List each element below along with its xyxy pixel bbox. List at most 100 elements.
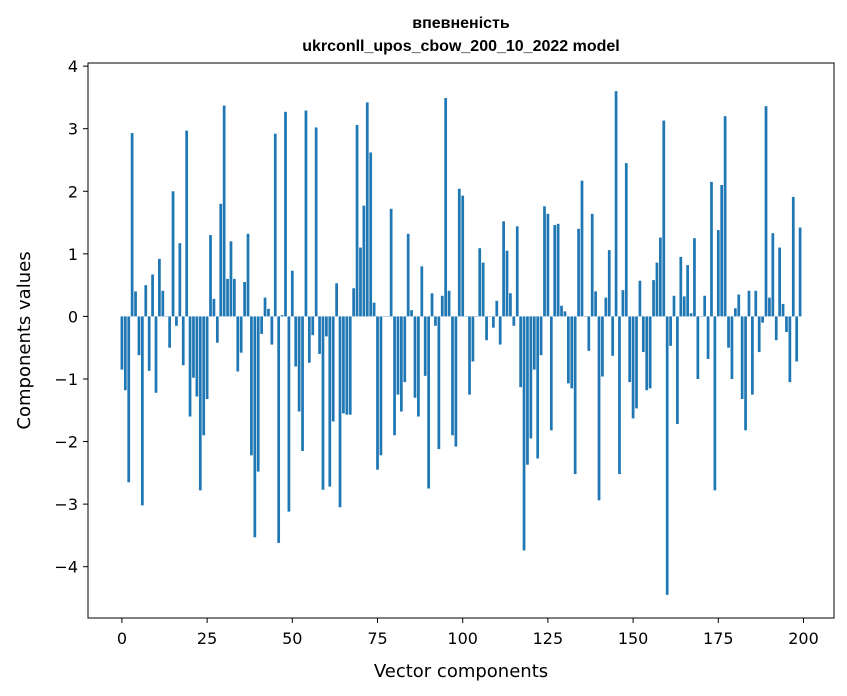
- bar-2: [127, 316, 131, 483]
- y-tick-label: −4: [54, 558, 78, 577]
- bar-115: [512, 316, 516, 326]
- bar-42: [263, 297, 267, 317]
- bar-87: [417, 316, 420, 417]
- bar-57: [314, 127, 318, 317]
- bar-153: [641, 316, 645, 353]
- x-tick-label: 200: [788, 629, 819, 648]
- bar-73: [369, 152, 373, 317]
- bar-194: [781, 303, 785, 317]
- bar-146: [618, 316, 621, 475]
- bar-193: [778, 247, 782, 317]
- bar-51: [294, 316, 298, 367]
- bar-164: [679, 256, 683, 317]
- bar-116: [515, 226, 519, 317]
- bar-110: [495, 300, 499, 317]
- bar-166: [686, 265, 689, 317]
- bar-86: [413, 316, 417, 398]
- bar-144: [611, 316, 615, 356]
- x-tick-label: 25: [197, 629, 217, 648]
- bar-40: [256, 316, 260, 472]
- bar-28: [215, 316, 219, 343]
- bar-35: [239, 316, 243, 353]
- bar-38: [250, 316, 253, 456]
- bar-70: [359, 247, 362, 317]
- bar-151: [635, 316, 638, 409]
- bar-7: [144, 285, 148, 317]
- bar-147: [621, 290, 625, 317]
- bar-24: [202, 316, 206, 436]
- bar-186: [754, 290, 758, 317]
- bar-175: [716, 230, 720, 317]
- bar-190: [768, 297, 771, 317]
- bar-102: [468, 316, 471, 395]
- y-tick-label: 4: [68, 57, 78, 76]
- bar-8: [147, 316, 151, 371]
- bar-44: [270, 316, 274, 345]
- bar-168: [693, 238, 696, 317]
- bar-111: [498, 316, 502, 345]
- bar-95: [444, 98, 448, 317]
- bar-137: [587, 316, 591, 351]
- chart-title: впевненість: [412, 15, 510, 32]
- bar-74: [372, 302, 376, 317]
- bar-149: [628, 316, 632, 383]
- bar-192: [774, 316, 778, 341]
- plot-frame: [87, 62, 835, 619]
- bar-37: [246, 233, 250, 317]
- bar-43: [267, 308, 270, 317]
- bar-17: [178, 243, 182, 317]
- bar-20: [188, 316, 192, 417]
- bar-11: [158, 258, 161, 317]
- bar-196: [788, 316, 792, 383]
- bar-103: [471, 316, 475, 362]
- bar-121: [532, 316, 536, 370]
- bar-54: [304, 110, 308, 317]
- bar-152: [638, 280, 642, 317]
- bar-81: [396, 316, 400, 395]
- bar-100: [461, 195, 465, 317]
- bar-129: [560, 305, 563, 317]
- bar-32: [229, 241, 233, 317]
- bar-112: [502, 221, 505, 317]
- bar-72: [365, 102, 369, 317]
- y-tick-label: 0: [68, 307, 78, 326]
- bar-76: [379, 316, 383, 456]
- bar-169: [696, 316, 700, 379]
- bar-23: [198, 316, 202, 491]
- bar-26: [209, 235, 212, 317]
- y-tick-label: −3: [54, 495, 78, 514]
- bar-47: [280, 315, 284, 317]
- bar-158: [659, 237, 662, 317]
- bar-123: [539, 316, 543, 356]
- bar-60: [325, 316, 328, 337]
- bar-98: [454, 316, 458, 447]
- bar-56: [311, 316, 315, 336]
- bar-172: [706, 316, 710, 359]
- bar-171: [703, 295, 707, 317]
- y-tick-label: 2: [68, 182, 78, 201]
- bar-106: [481, 262, 485, 317]
- bar-22: [195, 316, 199, 397]
- bar-140: [597, 316, 601, 501]
- bar-157: [655, 262, 659, 317]
- bar-46: [277, 316, 281, 543]
- bar-197: [791, 196, 795, 317]
- bar-1: [123, 316, 127, 391]
- bar-14: [168, 316, 171, 348]
- bar-154: [645, 316, 649, 391]
- bar-41: [260, 316, 263, 334]
- bar-83: [403, 316, 407, 383]
- bar-65: [342, 316, 345, 414]
- bar-138: [590, 213, 594, 317]
- bar-68: [352, 288, 356, 317]
- bar-113: [505, 250, 509, 317]
- bar-125: [546, 213, 550, 317]
- bar-128: [556, 223, 560, 317]
- bar-93: [437, 316, 441, 450]
- bar-64: [338, 316, 342, 508]
- bar-178: [727, 316, 730, 348]
- bar-59: [321, 316, 325, 490]
- bar-117: [519, 316, 523, 388]
- x-tick-label: 100: [447, 629, 478, 648]
